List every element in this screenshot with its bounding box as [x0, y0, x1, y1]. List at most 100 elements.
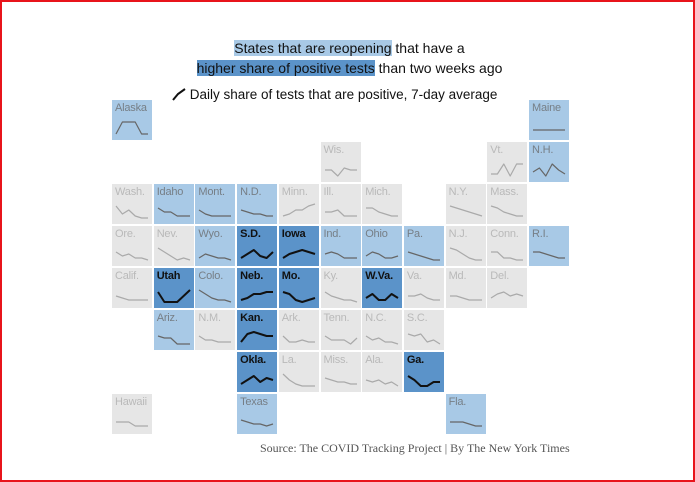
state-tile: N.Y. [445, 184, 486, 224]
sparkline-area [157, 207, 190, 217]
sparkline-area [407, 251, 440, 261]
sparkline-area [282, 249, 316, 259]
sparkline-area [532, 163, 566, 177]
sparkline [491, 205, 524, 217]
sparkline-area [240, 291, 274, 301]
sparkline [491, 251, 524, 261]
sparkline-area [115, 295, 148, 301]
state-tile: Utah [153, 268, 194, 308]
state-tile: Ore. [112, 226, 152, 266]
sparkline-area [116, 421, 148, 427]
sparkline-area [240, 375, 274, 385]
state-tile: Ind. [320, 226, 361, 266]
state-label: Hawaii [115, 396, 147, 408]
sparkline [490, 291, 524, 299]
state-label: Mont. [198, 186, 225, 198]
sparkline [115, 205, 148, 219]
sparkline [199, 335, 232, 343]
sparkline [407, 333, 441, 345]
state-label: Va. [406, 270, 422, 282]
state-label: Ark. [281, 312, 301, 324]
sparkline-area [115, 205, 148, 219]
sparkline-area [199, 289, 232, 303]
sparkline-area [366, 379, 399, 387]
sparkline-area [199, 335, 232, 343]
sparkline-area [366, 207, 399, 217]
sparkline-area [449, 295, 482, 301]
state-label: Alaska [115, 102, 147, 114]
sparkline-area [449, 205, 482, 217]
sparkline-area [491, 205, 524, 217]
sparkline-area [115, 121, 148, 135]
state-label: Ga. [406, 354, 425, 366]
state-label: S.D. [240, 228, 261, 240]
sparkline-area [324, 167, 357, 177]
sparkline-area [240, 419, 274, 427]
legend-text: Daily share of tests that are positive, … [189, 87, 498, 102]
sparkline-area [407, 293, 440, 301]
sparkline [115, 251, 149, 261]
sparkline [282, 373, 315, 387]
state-tile: Ariz. [153, 310, 194, 350]
state-tile: Hawaii [112, 394, 152, 434]
state-label: Ind. [323, 228, 342, 240]
state-tile: Tenn. [320, 310, 361, 350]
state-label: Ky. [323, 270, 339, 282]
legend: Daily share of tests that are positive, … [172, 87, 497, 102]
state-tile: N.M. [195, 310, 236, 350]
state-tile: Okla. [237, 352, 278, 392]
state-tile: La. [278, 352, 319, 392]
sparkline [324, 251, 357, 259]
title-line: States that are reopening that have a [2, 40, 693, 56]
state-tile: S.D. [237, 226, 278, 266]
state-tile: Mich. [362, 184, 403, 224]
state-label: Minn. [281, 186, 308, 198]
state-tile: Pa. [403, 226, 444, 266]
state-label: Idaho [156, 186, 184, 198]
sparkline-area [240, 249, 274, 259]
state-label: S.C. [406, 312, 428, 324]
state-label: Mass. [490, 186, 519, 198]
state-label: Wash. [115, 186, 145, 198]
sparkline [240, 209, 274, 217]
sparkline [199, 289, 232, 303]
title-highlight: States that are reopening [234, 40, 392, 56]
state-label: Utah [156, 270, 181, 282]
sparkline [116, 421, 148, 427]
title-line: higher share of positive tests than two … [2, 60, 693, 76]
state-tile: Nev. [153, 226, 194, 266]
sparkline [156, 289, 191, 303]
sparkline [199, 209, 232, 217]
sparkline [365, 293, 399, 301]
sparkline-area [324, 209, 357, 217]
sparkline [282, 335, 315, 343]
state-tile: Neb. [237, 268, 278, 308]
state-label: Calif. [115, 270, 139, 282]
state-label: Vt. [490, 144, 504, 156]
state-label: R.I. [532, 228, 549, 240]
state-label: Md. [448, 270, 467, 282]
sparkline [240, 419, 274, 427]
sparkline-area [282, 335, 315, 343]
sparkline-area [449, 421, 482, 427]
state-tile: Maine [529, 100, 569, 140]
state-label: Colo. [198, 270, 224, 282]
state-tile: Mo. [278, 268, 319, 308]
state-tile: Conn. [487, 226, 528, 266]
state-tile: N.C. [362, 310, 403, 350]
state-tile: Wash. [112, 184, 152, 224]
sparkline [407, 375, 440, 387]
state-label: La. [281, 354, 297, 366]
state-tile: Wyo. [195, 226, 236, 266]
sparkline [324, 209, 357, 217]
state-label: Del. [490, 270, 510, 282]
sparkline [282, 203, 315, 217]
state-tile: Ohio [362, 226, 403, 266]
state-label: Miss. [323, 354, 349, 366]
sparkline [365, 335, 399, 345]
sparkline [407, 293, 440, 301]
sparkline [449, 205, 482, 217]
state-label: N.C. [365, 312, 387, 324]
sparkline [491, 163, 524, 177]
